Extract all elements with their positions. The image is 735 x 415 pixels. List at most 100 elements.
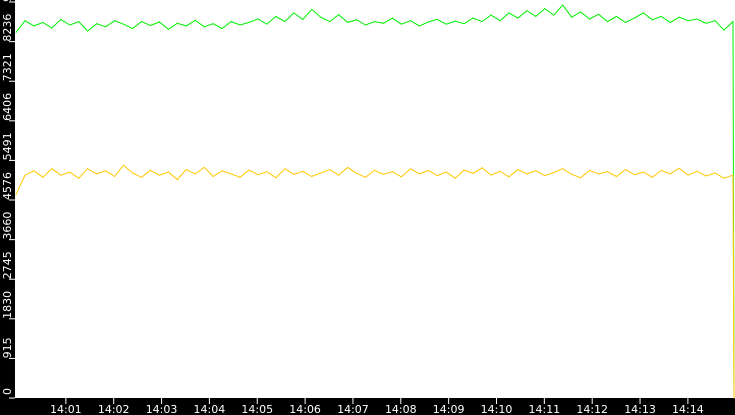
data-point xyxy=(284,21,286,23)
data-point xyxy=(356,172,358,174)
data-point xyxy=(132,172,134,174)
data-point xyxy=(445,171,447,173)
data-point xyxy=(24,20,26,22)
data-point xyxy=(311,175,313,177)
data-point xyxy=(687,20,689,22)
x-axis: 14:01 14:02 14:03 14:04 14:05 14:06 14:07 14:08… xyxy=(50,398,704,415)
data-point xyxy=(356,19,358,21)
data-point xyxy=(571,16,573,18)
data-point xyxy=(669,173,671,175)
data-point xyxy=(508,12,510,14)
data-point xyxy=(633,17,635,19)
data-point xyxy=(194,173,196,175)
data-point xyxy=(239,176,241,178)
data-point xyxy=(87,168,89,170)
data-point xyxy=(221,27,223,29)
data-point xyxy=(508,176,510,178)
data-point xyxy=(651,176,653,178)
x-tick-label: 14:06 xyxy=(289,403,321,415)
y-tick-label: 3660 xyxy=(1,212,14,240)
data-point xyxy=(176,22,178,24)
data-point xyxy=(230,173,232,175)
data-point xyxy=(499,20,501,22)
data-point xyxy=(732,174,734,176)
data-point xyxy=(105,26,107,28)
data-point xyxy=(140,176,142,178)
data-point xyxy=(212,175,214,177)
data-point xyxy=(329,169,331,171)
data-point xyxy=(203,166,205,168)
data-point xyxy=(248,169,250,171)
data-point xyxy=(544,175,546,177)
x-tick-label: 14:04 xyxy=(194,403,226,415)
data-point xyxy=(615,15,617,17)
data-point xyxy=(454,20,456,22)
x-tick-label: 14:01 xyxy=(50,403,82,415)
data-point xyxy=(382,22,384,24)
data-point xyxy=(158,174,160,176)
data-point xyxy=(212,23,214,25)
data-point xyxy=(149,24,151,26)
data-point xyxy=(723,177,725,179)
data-point xyxy=(176,178,178,180)
data-point xyxy=(391,171,393,173)
data-point xyxy=(678,16,680,18)
data-point xyxy=(733,397,735,399)
data-point xyxy=(374,169,375,171)
data-point xyxy=(132,27,134,29)
data-point xyxy=(624,169,626,171)
data-point xyxy=(418,173,420,175)
y-tick-label: 6406 xyxy=(1,93,14,121)
data-point xyxy=(167,28,169,30)
data-point xyxy=(409,168,411,170)
x-tick-label: 14:13 xyxy=(624,403,656,415)
data-point xyxy=(33,170,35,172)
data-point xyxy=(284,168,286,170)
data-point xyxy=(624,21,626,23)
data-point xyxy=(490,14,492,16)
data-point xyxy=(526,10,528,12)
x-tick-label: 14:05 xyxy=(241,403,273,415)
data-point xyxy=(167,171,169,173)
data-point xyxy=(490,174,492,176)
data-point xyxy=(96,173,98,175)
data-point xyxy=(374,21,375,23)
data-point xyxy=(391,17,393,19)
data-point xyxy=(463,23,465,25)
data-point xyxy=(105,170,107,172)
data-point xyxy=(42,21,44,23)
data-point xyxy=(87,30,89,32)
x-tick-label: 14:09 xyxy=(433,403,465,415)
data-point xyxy=(329,21,331,23)
data-point xyxy=(409,20,411,22)
data-point xyxy=(696,170,698,172)
data-point xyxy=(705,175,707,177)
data-point xyxy=(517,17,519,19)
data-point xyxy=(607,21,609,23)
data-point xyxy=(607,171,609,173)
data-point xyxy=(51,168,53,170)
data-point xyxy=(185,25,187,27)
data-point xyxy=(553,14,555,16)
data-point xyxy=(266,23,268,25)
data-point xyxy=(562,4,564,6)
data-point xyxy=(535,170,537,172)
data-point xyxy=(589,169,591,171)
data-point xyxy=(140,21,142,23)
data-point xyxy=(660,15,662,17)
x-tick-label: 14:12 xyxy=(576,403,608,415)
data-point xyxy=(382,173,384,175)
x-tick-label: 14:10 xyxy=(481,403,513,415)
data-point xyxy=(598,173,600,175)
x-tick-label: 14:14 xyxy=(672,403,704,415)
data-point xyxy=(642,12,644,14)
data-point xyxy=(293,173,295,175)
y-tick-label: 8236 xyxy=(1,14,14,42)
x-tick-label: 14:11 xyxy=(528,403,560,415)
data-point xyxy=(15,194,17,196)
data-point xyxy=(185,169,187,171)
data-point xyxy=(123,164,125,166)
data-point xyxy=(714,20,716,22)
